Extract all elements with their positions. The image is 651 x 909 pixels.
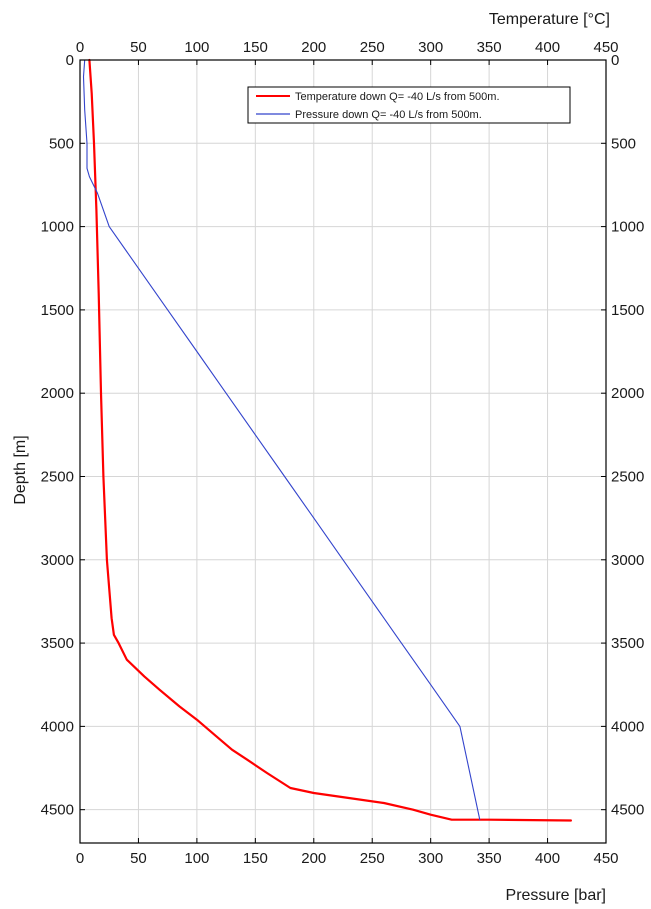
right-tick-label: 3000 [611, 552, 644, 569]
plot-frame [79, 59, 607, 844]
legend-box [247, 86, 571, 124]
left-tick-label: 500 [49, 135, 74, 152]
series-lines [82, 58, 572, 822]
right-tick-label: 2500 [611, 468, 644, 485]
top-tick-label: 200 [301, 39, 326, 56]
top-axis-title: Temperature [°C] [489, 11, 610, 28]
axis-ticks: 0050501001001501502002002502503003003503… [41, 39, 645, 867]
bottom-tick-label: 150 [243, 850, 268, 867]
left-tick-label: 2500 [41, 468, 74, 485]
left-tick-label: 1500 [41, 302, 74, 319]
left-axis-title: Depth [m] [12, 435, 29, 504]
bottom-tick-label: 450 [593, 850, 618, 867]
top-tick-label: 450 [593, 39, 618, 56]
right-tick-label: 500 [611, 135, 636, 152]
bottom-tick-label: 350 [477, 850, 502, 867]
bottom-tick-label: 200 [301, 850, 326, 867]
pressure-series-line [82, 59, 481, 821]
right-tick-label: 1500 [611, 302, 644, 319]
temperature-series-line [88, 58, 572, 822]
legend-label-temperature: Temperature down Q= -40 L/s from 500m. [295, 91, 500, 103]
top-tick-label: 350 [477, 39, 502, 56]
top-tick-label: 250 [360, 39, 385, 56]
left-tick-label: 2000 [41, 385, 74, 402]
top-tick-label: 400 [535, 39, 560, 56]
top-tick-label: 300 [418, 39, 443, 56]
right-tick-label: 3500 [611, 635, 644, 652]
bottom-tick-label: 50 [130, 850, 147, 867]
legend-label-pressure: Pressure down Q= -40 L/s from 500m. [295, 109, 482, 121]
right-tick-label: 2000 [611, 385, 644, 402]
left-tick-label: 4000 [41, 718, 74, 735]
top-tick-label: 0 [76, 39, 84, 56]
right-tick-label: 1000 [611, 219, 644, 236]
left-tick-label: 4500 [41, 802, 74, 819]
left-tick-label: 3000 [41, 552, 74, 569]
bottom-axis-title: Pressure [bar] [506, 887, 606, 904]
bottom-tick-label: 100 [184, 850, 209, 867]
top-tick-label: 150 [243, 39, 268, 56]
bottom-tick-label: 400 [535, 850, 560, 867]
left-tick-label: 0 [66, 52, 74, 69]
right-tick-label: 0 [611, 52, 619, 69]
bottom-tick-label: 300 [418, 850, 443, 867]
left-tick-label: 3500 [41, 635, 74, 652]
top-tick-label: 50 [130, 39, 147, 56]
top-tick-label: 100 [184, 39, 209, 56]
right-tick-label: 4500 [611, 802, 644, 819]
bottom-tick-label: 0 [76, 850, 84, 867]
grid-lines [79, 59, 607, 843]
bottom-tick-label: 250 [360, 850, 385, 867]
legend: Temperature down Q= -40 L/s from 500m. P… [247, 86, 571, 124]
left-tick-label: 1000 [41, 219, 74, 236]
right-tick-label: 4000 [611, 718, 644, 735]
